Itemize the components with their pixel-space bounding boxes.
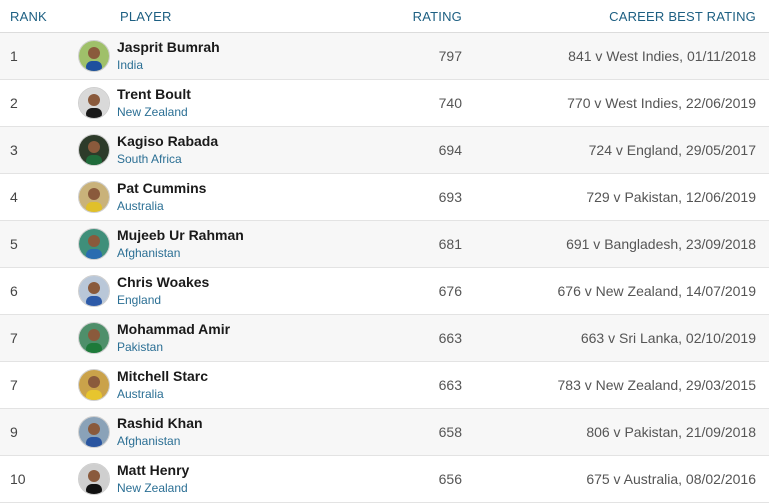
career-best-cell: 841 v West Indies, 01/11/2018 xyxy=(568,48,756,64)
rating-cell: 663 xyxy=(438,330,462,346)
player-name-link[interactable]: Chris Woakes xyxy=(117,274,210,290)
player-name-link[interactable]: Pat Cummins xyxy=(117,180,207,196)
player-avatar[interactable] xyxy=(78,87,110,119)
rating-cell: 681 xyxy=(438,236,462,252)
player-country-link[interactable]: New Zealand xyxy=(117,105,188,119)
rank-cell: 5 xyxy=(10,236,18,252)
rank-cell: 7 xyxy=(10,330,18,346)
player-photo-icon xyxy=(79,182,109,212)
player-photo-icon xyxy=(79,229,109,259)
rank-cell: 6 xyxy=(10,283,18,299)
player-name-link[interactable]: Kagiso Rabada xyxy=(117,133,219,149)
player-country-link[interactable]: Afghanistan xyxy=(117,246,181,260)
player-name-link[interactable]: Mujeeb Ur Rahman xyxy=(117,227,244,243)
career-best-cell: 724 v England, 29/05/2017 xyxy=(588,142,756,158)
career-best-cell: 675 v Australia, 08/02/2016 xyxy=(586,471,756,487)
table-row[interactable]: 10 Matt Henry New Zealand 656 675 v Australi… xyxy=(0,456,769,503)
career-best-cell: 770 v West Indies, 22/06/2019 xyxy=(567,95,756,111)
player-photo-icon xyxy=(79,135,109,165)
career-best-cell: 663 v Sri Lanka, 02/10/2019 xyxy=(580,330,756,346)
player-avatar[interactable] xyxy=(78,463,110,495)
player-name-link[interactable]: Trent Boult xyxy=(117,86,191,102)
table-row[interactable]: 1 Jasprit Bumrah India 797 841 v West Indies… xyxy=(0,33,769,80)
player-country-link[interactable]: South Africa xyxy=(117,152,182,166)
rank-column-header[interactable]: RANK xyxy=(10,9,47,24)
player-avatar[interactable] xyxy=(78,40,110,72)
rank-cell: 9 xyxy=(10,424,18,440)
rank-cell: 4 xyxy=(10,189,18,205)
player-name-link[interactable]: Mitchell Starc xyxy=(117,368,209,384)
player-photo-icon xyxy=(79,417,109,447)
rank-cell: 2 xyxy=(10,95,18,111)
table-header: RANK PLAYER RATING CAREER BEST RATING xyxy=(0,0,769,33)
table-row[interactable]: 9 Rashid Khan Afghanistan 658 806 v Pakistan… xyxy=(0,409,769,456)
player-photo-icon xyxy=(79,88,109,118)
player-photo-icon xyxy=(79,370,109,400)
player-avatar[interactable] xyxy=(78,416,110,448)
table-row[interactable]: 4 Pat Cummins Australia 693 729 v Pakistan, … xyxy=(0,174,769,221)
table-row[interactable]: 6 Chris Woakes England 676 676 v New Zealand… xyxy=(0,268,769,315)
career-best-cell: 729 v Pakistan, 12/06/2019 xyxy=(586,189,756,205)
table-body: 1 Jasprit Bumrah India 797 841 v West Indies… xyxy=(0,33,769,503)
career-best-cell: 806 v Pakistan, 21/09/2018 xyxy=(586,424,756,440)
table-row[interactable]: 7 Mitchell Starc Australia 663 783 v New Zea… xyxy=(0,362,769,409)
player-country-link[interactable]: England xyxy=(117,293,162,307)
rating-cell: 656 xyxy=(438,471,462,487)
rank-cell: 10 xyxy=(10,471,26,487)
player-avatar[interactable] xyxy=(78,228,110,260)
player-avatar[interactable] xyxy=(78,181,110,213)
player-photo-icon xyxy=(79,464,109,494)
player-photo-icon xyxy=(79,323,109,353)
player-avatar[interactable] xyxy=(78,369,110,401)
player-name-link[interactable]: Jasprit Bumrah xyxy=(117,39,220,55)
rating-cell: 663 xyxy=(438,377,462,393)
rating-cell: 693 xyxy=(438,189,462,205)
rank-cell: 7 xyxy=(10,377,18,393)
table-row[interactable]: 7 Mohammad Amir Pakistan 663 663 v Sri Lanka… xyxy=(0,315,769,362)
career-best-cell: 691 v Bangladesh, 23/09/2018 xyxy=(566,236,756,252)
table-row[interactable]: 2 Trent Boult New Zealand 740 770 v West Ind… xyxy=(0,80,769,127)
player-country-link[interactable]: Australia xyxy=(117,199,164,213)
rating-cell: 797 xyxy=(438,48,462,64)
player-column-header[interactable]: PLAYER xyxy=(120,9,172,24)
career-best-column-header[interactable]: CAREER BEST RATING xyxy=(609,9,756,24)
player-name-link[interactable]: Rashid Khan xyxy=(117,415,203,431)
rating-cell: 658 xyxy=(438,424,462,440)
rating-cell: 694 xyxy=(438,142,462,158)
player-name-link[interactable]: Mohammad Amir xyxy=(117,321,231,337)
rating-cell: 676 xyxy=(438,283,462,299)
player-country-link[interactable]: New Zealand xyxy=(117,481,188,495)
table-row[interactable]: 5 Mujeeb Ur Rahman Afghanistan 681 691 v Ban… xyxy=(0,221,769,268)
player-country-link[interactable]: Afghanistan xyxy=(117,434,181,448)
player-country-link[interactable]: Pakistan xyxy=(117,340,164,354)
player-country-link[interactable]: India xyxy=(117,58,144,72)
career-best-cell: 676 v New Zealand, 14/07/2019 xyxy=(557,283,756,299)
rating-cell: 740 xyxy=(438,95,462,111)
rank-cell: 1 xyxy=(10,48,18,64)
table-row[interactable]: 3 Kagiso Rabada South Africa 694 724 v Engla… xyxy=(0,127,769,174)
player-avatar[interactable] xyxy=(78,134,110,166)
rating-column-header[interactable]: RATING xyxy=(412,9,462,24)
rank-cell: 3 xyxy=(10,142,18,158)
player-avatar[interactable] xyxy=(78,275,110,307)
player-avatar[interactable] xyxy=(78,322,110,354)
player-photo-icon xyxy=(79,276,109,306)
player-photo-icon xyxy=(79,41,109,71)
player-name-link[interactable]: Matt Henry xyxy=(117,462,190,478)
career-best-cell: 783 v New Zealand, 29/03/2015 xyxy=(557,377,756,393)
player-country-link[interactable]: Australia xyxy=(117,387,164,401)
